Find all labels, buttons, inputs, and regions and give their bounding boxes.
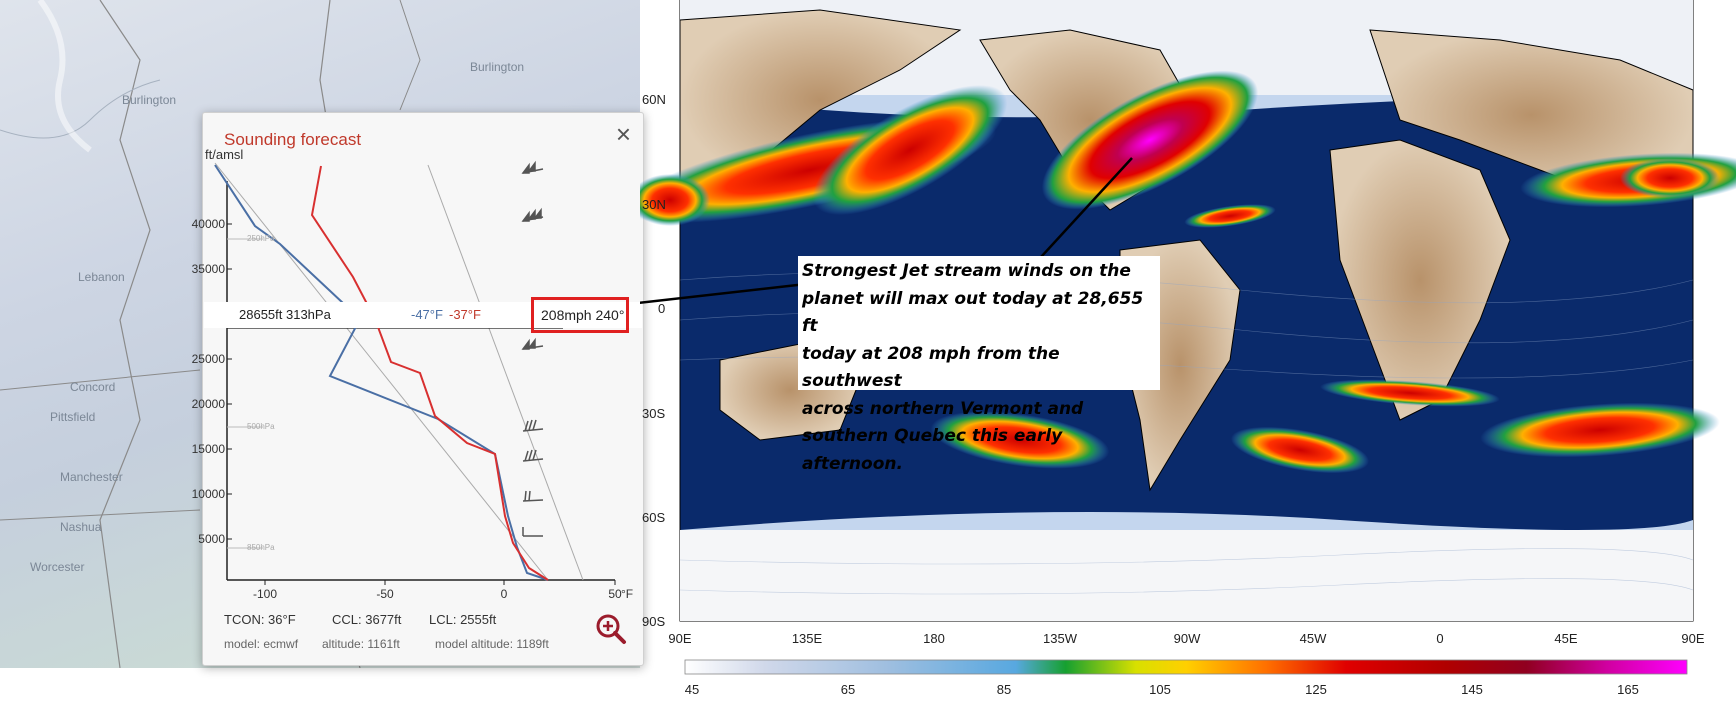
model-altitude: model altitude: 1189ft [435, 637, 549, 651]
colorbar-tick: 85 [997, 682, 1011, 697]
lon-label: 90E [1681, 631, 1704, 646]
hover-altitude: 28655ft 313hPa [239, 307, 331, 322]
city-label: Nashua [60, 520, 102, 534]
colorbar-tick: 125 [1305, 682, 1327, 697]
lon-label: 135W [1043, 631, 1078, 646]
wind-barbs [521, 160, 544, 537]
sounding-forecast-panel: Sounding forecast × ft/amsl 40000 35000 … [192, 112, 644, 666]
x-tick-label: -100 [252, 587, 278, 601]
station-altitude: altitude: 1161ft [322, 637, 400, 651]
y-tick-label: 25000 [191, 352, 225, 366]
annotation-text: Strongest Jet stream winds on the planet… [802, 261, 1144, 474]
dry-adiabat-line [427, 164, 584, 581]
city-label: Concord [70, 380, 116, 394]
zoom-in-icon[interactable] [595, 613, 627, 645]
city-label: Lebanon [78, 270, 125, 284]
lat-label: 60S [642, 510, 665, 525]
sounding-chart [214, 160, 616, 585]
city-label: Burlington [122, 93, 177, 107]
x-axis-unit: °F [621, 587, 634, 601]
highlight-box [531, 297, 629, 333]
y-tick-label: 10000 [191, 487, 225, 501]
y-axis-label: ft/amsl [205, 147, 244, 162]
jet-stream-north-pacific [812, 85, 1008, 215]
city-label: Manchester [60, 470, 123, 484]
hover-readout-bar [204, 302, 642, 328]
lon-label: 90E [668, 631, 691, 646]
hover-dewpoint: -47°F [411, 307, 443, 322]
lat-label: 60N [642, 92, 666, 107]
y-tick-label: 40000 [191, 217, 225, 231]
lat-label: 30S [642, 406, 665, 421]
annotation-callout: Strongest Jet stream winds on the planet… [798, 256, 1160, 474]
ccl-value: CCL: 3677ft [332, 612, 402, 627]
jet-stream-southern-ocean [1480, 402, 1720, 458]
y-tick-label: 15000 [191, 442, 225, 456]
jet-stream-subtropical [1184, 204, 1276, 228]
colorbar-tick: 105 [1149, 682, 1171, 697]
city-label: Burlington [470, 60, 525, 74]
jet-stream-south-pacific [930, 411, 1110, 469]
temperature-line [310, 165, 549, 581]
south-polar-region [680, 530, 1693, 621]
colorbar-tick: 45 [685, 682, 699, 697]
jet-stream-max [1041, 70, 1259, 210]
y-tick-label: 35000 [191, 262, 225, 276]
dry-adiabat-line [214, 162, 549, 581]
pressure-label: 250hPa [247, 234, 275, 243]
lon-label: 0 [1436, 631, 1443, 646]
hover-wind: 208mph 240° [541, 307, 625, 323]
city-label: Worcester [30, 560, 85, 574]
lon-label: 45E [1554, 631, 1577, 646]
y-tick-label: 20000 [191, 397, 225, 411]
lat-label: 90S [642, 614, 665, 629]
hover-temperature: -37°F [449, 307, 481, 322]
pressure-label: 500hPa [247, 422, 275, 431]
pressure-label: 850hPa [247, 543, 275, 552]
lcl-value: LCL: 2555ft [429, 612, 497, 627]
close-icon[interactable]: × [615, 119, 631, 149]
lon-label: 45W [1300, 631, 1327, 646]
panel-title: Sounding forecast [224, 130, 362, 149]
x-tick-label: 0 [500, 587, 508, 601]
lon-label: 180 [923, 631, 945, 646]
x-tick-label: -50 [376, 587, 394, 601]
model-name: model: ecmwf [224, 637, 299, 651]
annotation-pointer-right [1029, 157, 1133, 270]
colorbar-tick: 65 [841, 682, 855, 697]
lat-label: 0 [658, 301, 665, 316]
colorbar-tick: 165 [1617, 682, 1639, 697]
city-label: Pittsfield [50, 410, 96, 424]
y-tick-label: 5000 [198, 532, 225, 546]
colorbar [684, 659, 1688, 675]
lon-label: 135E [792, 631, 823, 646]
annotation-pointer-left [640, 281, 816, 305]
x-tick-label: 50 [608, 587, 622, 601]
lon-label: 90W [1174, 631, 1201, 646]
tcon-value: TCON: 36°F [224, 612, 296, 627]
jet-stream-south-indian [1320, 379, 1500, 407]
colorbar-tick: 145 [1461, 682, 1483, 697]
lat-label: 30N [642, 197, 666, 212]
jet-stream-south-atlantic [1230, 426, 1370, 474]
